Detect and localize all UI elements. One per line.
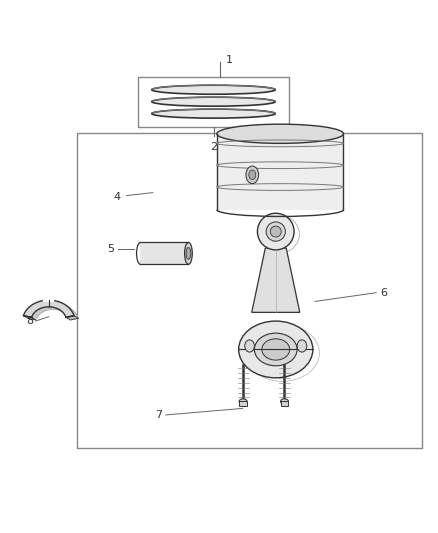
Ellipse shape — [262, 339, 290, 360]
Text: 1: 1 — [225, 55, 232, 66]
Polygon shape — [28, 303, 78, 320]
Ellipse shape — [270, 226, 281, 237]
Bar — [281, 400, 288, 406]
Ellipse shape — [258, 213, 294, 250]
Ellipse shape — [152, 85, 276, 94]
Ellipse shape — [152, 97, 276, 106]
Ellipse shape — [254, 333, 297, 366]
Bar — [138, 77, 289, 127]
Text: 6: 6 — [381, 288, 388, 298]
Bar — [239, 400, 247, 406]
Ellipse shape — [186, 247, 191, 260]
Bar — [77, 133, 422, 448]
Text: 5: 5 — [107, 244, 114, 254]
Text: 7: 7 — [155, 410, 162, 420]
Ellipse shape — [184, 243, 192, 264]
Bar — [217, 133, 343, 210]
Ellipse shape — [281, 399, 288, 404]
Polygon shape — [252, 248, 300, 312]
Bar — [141, 243, 188, 264]
Ellipse shape — [249, 170, 256, 180]
Text: 8: 8 — [26, 316, 33, 326]
Ellipse shape — [297, 340, 307, 352]
Ellipse shape — [239, 321, 313, 378]
Ellipse shape — [152, 109, 276, 118]
Polygon shape — [66, 316, 78, 320]
Ellipse shape — [217, 124, 343, 143]
Ellipse shape — [245, 340, 254, 352]
Polygon shape — [23, 316, 36, 320]
Ellipse shape — [239, 399, 247, 404]
Polygon shape — [23, 300, 74, 317]
Text: 4: 4 — [113, 192, 153, 201]
Text: 2: 2 — [210, 142, 217, 152]
Ellipse shape — [266, 222, 286, 241]
Ellipse shape — [246, 166, 258, 183]
